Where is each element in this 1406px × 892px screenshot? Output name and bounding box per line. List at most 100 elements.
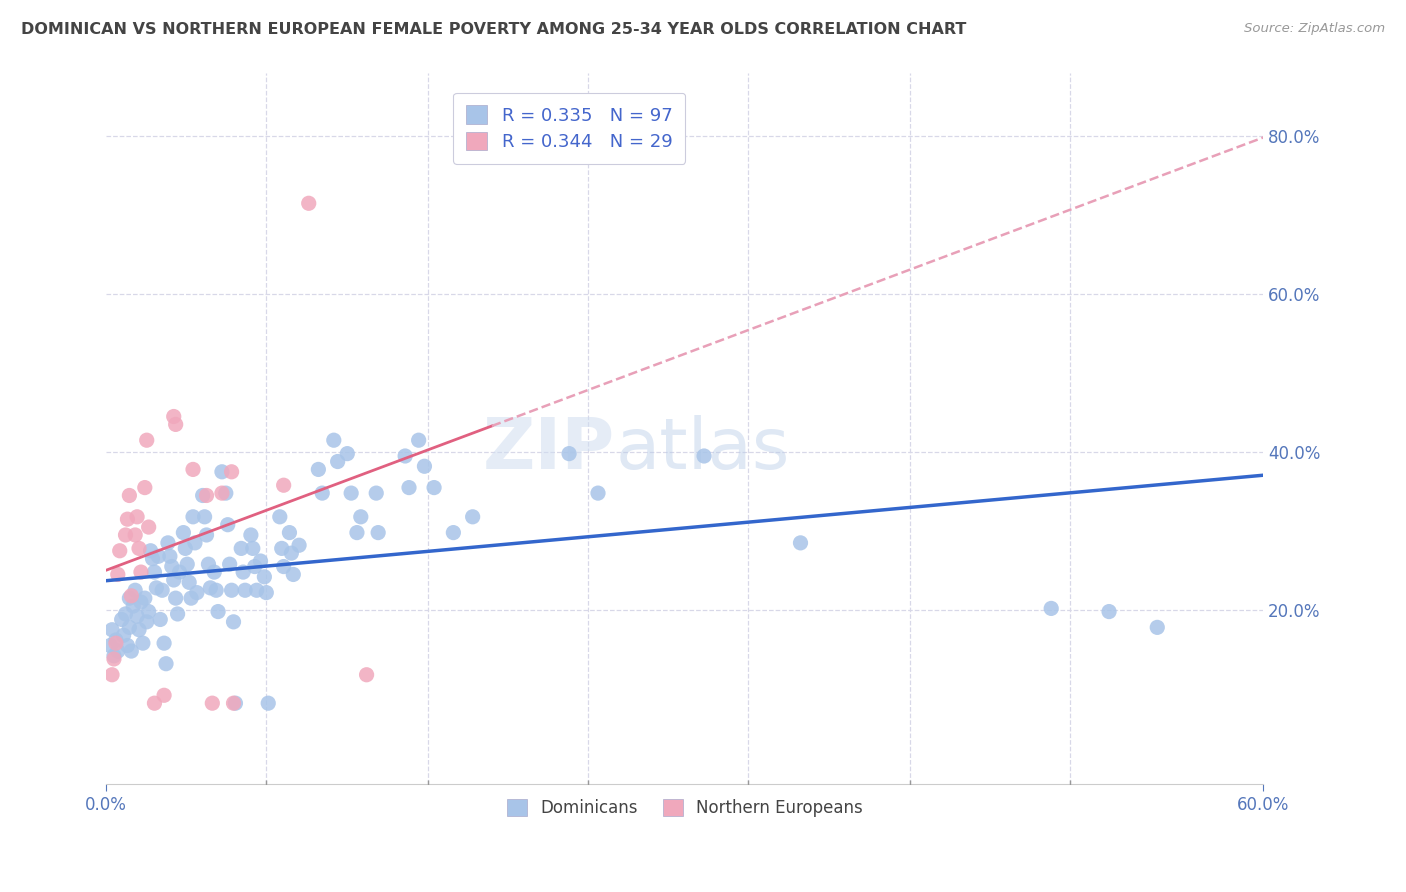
Point	[129, 595, 152, 609]
Point	[242, 541, 264, 556]
Legend: Dominicans, Northern Europeans: Dominicans, Northern Europeans	[499, 790, 872, 825]
Point	[143, 565, 166, 579]
Point	[394, 449, 416, 463]
Point	[129, 565, 152, 579]
Point	[586, 486, 609, 500]
Point	[273, 478, 295, 492]
Point	[326, 454, 349, 468]
Point	[128, 541, 150, 556]
Point	[165, 591, 187, 606]
Point	[134, 481, 156, 495]
Point	[135, 434, 157, 448]
Point	[218, 558, 240, 572]
Point	[366, 486, 388, 500]
Point	[1098, 605, 1121, 619]
Point	[163, 409, 186, 424]
Point	[184, 536, 207, 550]
Point	[156, 536, 179, 550]
Point	[124, 528, 146, 542]
Point	[124, 583, 146, 598]
Point	[149, 612, 172, 626]
Point	[346, 525, 368, 540]
Point	[101, 623, 124, 637]
Point	[127, 609, 149, 624]
Point	[231, 541, 253, 556]
Text: ZIP: ZIP	[484, 415, 616, 484]
Point	[269, 509, 291, 524]
Point	[191, 488, 214, 502]
Point	[211, 465, 233, 479]
Point	[118, 620, 141, 634]
Point	[107, 644, 129, 658]
Point	[205, 583, 228, 598]
Point	[222, 696, 245, 710]
Point	[307, 462, 329, 476]
Point	[423, 481, 446, 495]
Point	[693, 449, 716, 463]
Point	[127, 509, 149, 524]
Point	[120, 589, 142, 603]
Point	[350, 509, 373, 524]
Point	[139, 543, 162, 558]
Point	[120, 644, 142, 658]
Point	[340, 486, 363, 500]
Point	[273, 559, 295, 574]
Point	[441, 525, 464, 540]
Point	[217, 517, 239, 532]
Point	[221, 583, 243, 598]
Point	[103, 652, 125, 666]
Point	[114, 607, 136, 621]
Point	[239, 528, 262, 542]
Point	[181, 509, 204, 524]
Point	[336, 447, 359, 461]
Point	[211, 486, 233, 500]
Point	[1040, 601, 1063, 615]
Point	[165, 417, 187, 432]
Point	[104, 632, 127, 647]
Point	[118, 591, 141, 606]
Point	[166, 607, 188, 621]
Point	[155, 657, 177, 671]
Point	[356, 667, 378, 681]
Point	[138, 520, 160, 534]
Point	[148, 549, 170, 564]
Point	[143, 696, 166, 710]
Point	[128, 623, 150, 637]
Point	[107, 567, 129, 582]
Point	[200, 581, 222, 595]
Point	[367, 525, 389, 540]
Point	[280, 546, 302, 560]
Point	[181, 462, 204, 476]
Point	[104, 636, 127, 650]
Point	[169, 565, 191, 579]
Point	[195, 528, 218, 542]
Point	[114, 528, 136, 542]
Point	[134, 591, 156, 606]
Point	[233, 583, 256, 598]
Point	[249, 554, 271, 568]
Text: atlas: atlas	[616, 415, 790, 484]
Point	[254, 585, 277, 599]
Point	[201, 696, 224, 710]
Point	[118, 488, 141, 502]
Point	[186, 585, 208, 599]
Point	[789, 536, 811, 550]
Point	[111, 612, 134, 626]
Point	[197, 558, 219, 572]
Point	[298, 196, 321, 211]
Point	[398, 481, 420, 495]
Point	[232, 565, 254, 579]
Point	[117, 639, 139, 653]
Point	[202, 565, 225, 579]
Point	[207, 605, 229, 619]
Point	[135, 615, 157, 629]
Point	[108, 543, 131, 558]
Point	[174, 541, 197, 556]
Point	[179, 575, 201, 590]
Point	[283, 567, 305, 582]
Point	[243, 559, 266, 574]
Point	[117, 512, 139, 526]
Point	[195, 488, 218, 502]
Point	[253, 570, 276, 584]
Point	[98, 639, 121, 653]
